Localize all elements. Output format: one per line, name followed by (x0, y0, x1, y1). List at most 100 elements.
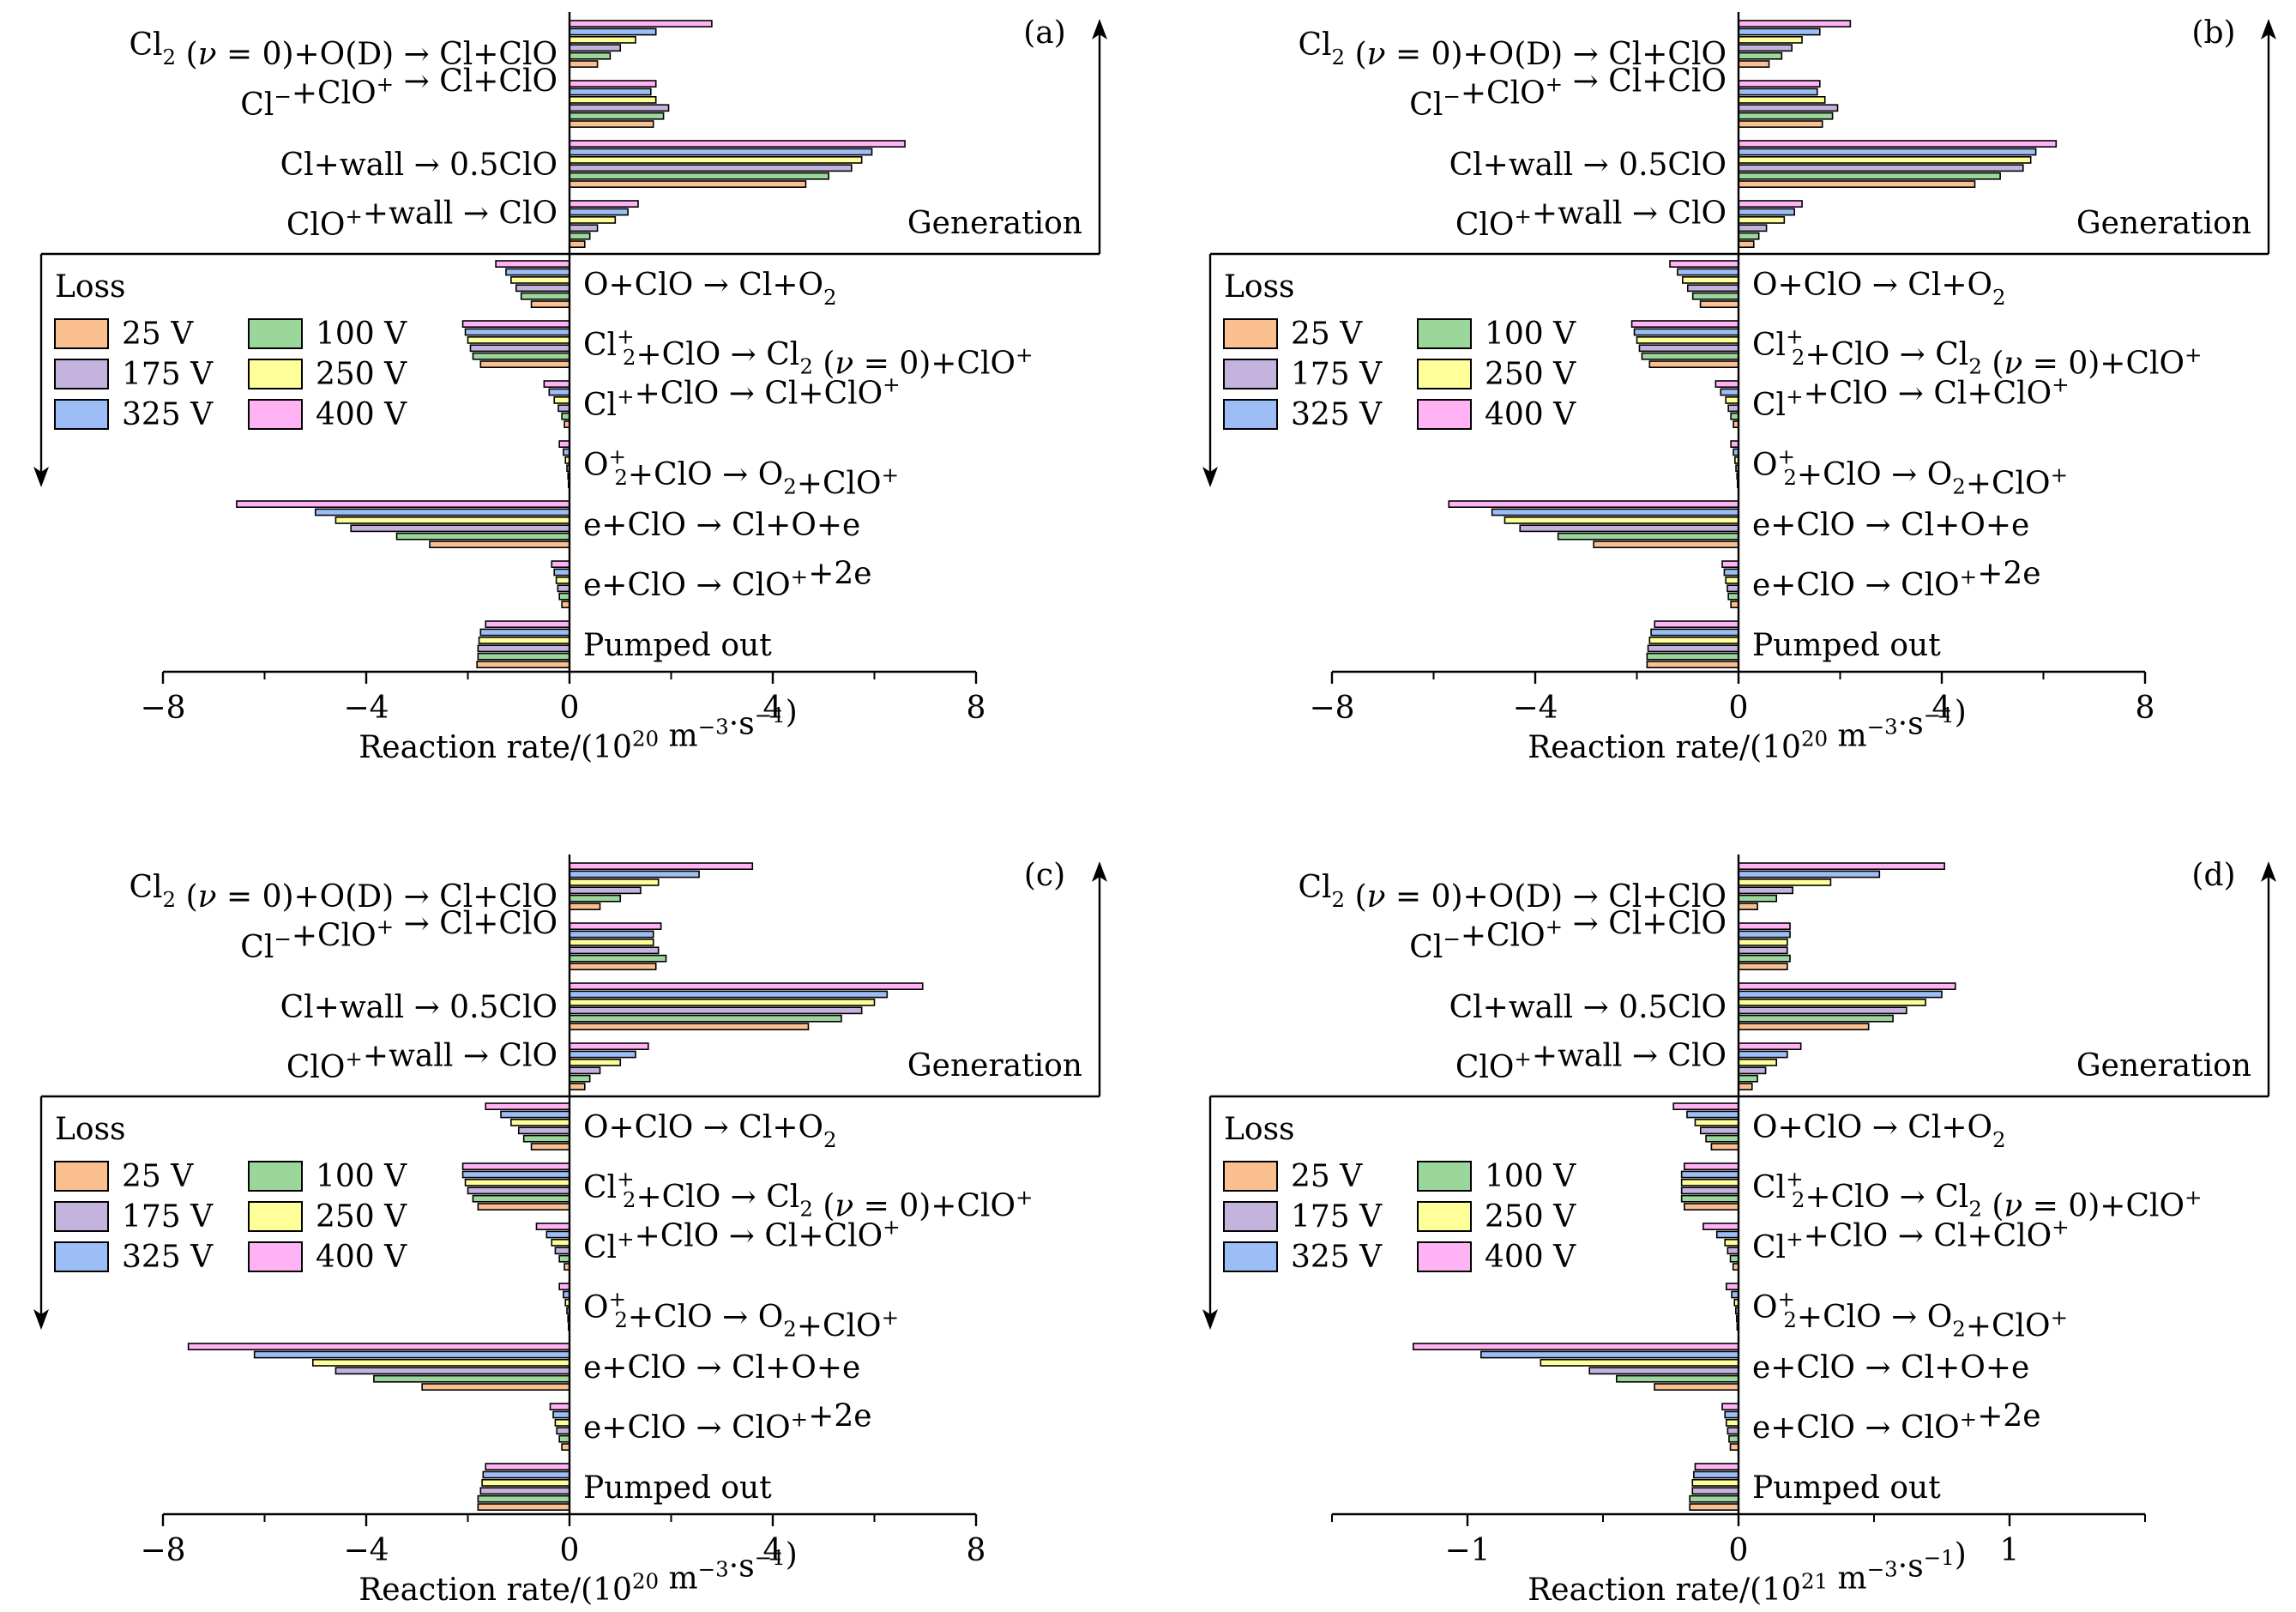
bar-0-1 (1738, 894, 1778, 903)
legend-label: 25 V (1291, 1159, 1363, 1194)
x-tick-label: 4 (763, 691, 783, 726)
bar-7-5 (1730, 440, 1739, 448)
bar-4-5 (1669, 260, 1739, 268)
legend-label: 325 V (122, 397, 214, 432)
bar-4-1 (1705, 1134, 1739, 1143)
bar-5-4 (461, 1170, 570, 1179)
bar-3-2 (1738, 1066, 1767, 1075)
bar-10-1 (477, 652, 570, 661)
category-label: Pumped out (1752, 628, 1941, 663)
bar-6-3 (551, 1238, 570, 1247)
bar-5-3 (464, 1178, 570, 1186)
bar-9-1 (558, 592, 570, 601)
bar-3-2 (1738, 224, 1768, 232)
bar-10-0 (1646, 661, 1739, 668)
bar-5-2 (1680, 1186, 1739, 1195)
bar-0-4 (1738, 27, 1821, 36)
bar-3-1 (569, 1074, 591, 1083)
bar-0-0 (569, 60, 599, 68)
category-label: Cl+ 2+ClO → Cl2 (ν = 0)+ClO+ (583, 323, 1034, 381)
generation-label: Generation (2076, 1048, 2251, 1084)
bar-9-1 (1727, 592, 1739, 601)
bar-10-3 (481, 1478, 570, 1487)
category-label: O+ClO → Cl+O2 (583, 268, 837, 310)
bar-8-5 (236, 500, 570, 508)
bar-10-5 (1654, 620, 1739, 628)
bar-3-1 (1738, 232, 1760, 240)
bar-3-2 (569, 1066, 601, 1075)
category-label: e+ClO → Cl+O+e (1752, 508, 2029, 543)
bar-2-0 (1738, 1023, 1870, 1030)
legend-label: 325 V (1291, 1240, 1383, 1275)
category-label: Pumped out (1752, 1470, 1941, 1506)
bar-2-5 (569, 140, 906, 148)
panel-label: (c) (1024, 858, 1065, 893)
category-label: Cl+ 2+ClO → Cl2 (ν = 0)+ClO+ (1752, 1166, 2203, 1223)
bar-8-4 (1479, 1350, 1739, 1359)
bar-0-5 (569, 20, 713, 27)
legend-swatch (1223, 399, 1278, 430)
bar-10-5 (485, 1463, 570, 1470)
bar-2-0 (569, 180, 807, 188)
bar-5-2 (467, 1186, 570, 1195)
legend-label: 400 V (1485, 1240, 1576, 1275)
bar-5-4 (464, 328, 570, 336)
bar-8-4 (253, 1350, 570, 1359)
legend: 25 V 100 V 175 V 250 V 325 V 400 V (1223, 317, 1576, 432)
x-tick-label: −4 (343, 1533, 389, 1568)
category-label: Cl+wall → 0.5ClO (280, 148, 557, 183)
bar-0-1 (1738, 51, 1783, 60)
category-label: Cl+wall → 0.5ClO (1449, 148, 1727, 183)
legend-label: 100 V (1485, 1159, 1576, 1194)
bar-5-5 (1683, 1162, 1739, 1170)
legend-swatch (54, 318, 109, 349)
bar-6-5 (1702, 1223, 1739, 1230)
legend-swatch (1417, 318, 1472, 349)
bar-8-5 (1448, 500, 1739, 508)
bar-10-0 (1689, 1503, 1739, 1511)
bar-6-4 (1720, 388, 1739, 396)
category-label: Cl++ClO → Cl+ClO+ (1752, 1215, 2070, 1265)
x-tick-label: 0 (1729, 1533, 1749, 1568)
loss-label: Loss (1224, 1112, 1295, 1147)
x-tick-label: 4 (1932, 691, 1952, 726)
bar-1-1 (1738, 954, 1791, 963)
bar-6-5 (1714, 380, 1739, 388)
bar-8-1 (1615, 1374, 1739, 1383)
legend-swatch (1417, 1241, 1472, 1272)
legend-label: 25 V (122, 317, 194, 352)
chart-panel-b: −8 −4 0 4 8 Reaction rate/(1020 m−3·s−1) Cl2 (… (1202, 12, 2276, 765)
bar-9-5 (549, 1403, 570, 1410)
category-label: e+ClO → Cl+O+e (1752, 1350, 2029, 1386)
panel-label: (a) (1023, 15, 1066, 51)
bar-4-3 (510, 275, 570, 284)
bar-5-4 (1680, 1170, 1739, 1179)
generation-arrowhead (2261, 861, 2276, 882)
category-label: ClO++wall → ClO (1455, 196, 1727, 243)
category-label: Pumped out (583, 628, 772, 663)
category-label: O+ 2+ClO → O2+ClO+ (1752, 1286, 2068, 1343)
bar-2-5 (1738, 140, 2058, 148)
bar-2-0 (1738, 180, 1976, 188)
bar-1-3 (1738, 96, 1826, 104)
legend-label: 100 V (316, 317, 407, 352)
bar-0-2 (1738, 44, 1793, 52)
x-tick-label: 0 (560, 691, 580, 726)
bar-9-1 (558, 1434, 570, 1443)
legend-swatch (1417, 1161, 1472, 1192)
category-label: O+ClO → Cl+O2 (1752, 268, 2006, 310)
legend-label: 250 V (316, 357, 407, 392)
bar-4-0 (1710, 1143, 1739, 1150)
bar-0-3 (569, 35, 636, 44)
bar-0-2 (569, 44, 622, 52)
bar-9-3 (1725, 576, 1739, 584)
category-label: Cl++ClO → Cl+ClO+ (583, 372, 901, 423)
legend-swatch (1223, 359, 1278, 389)
bar-9-4 (552, 1410, 570, 1419)
loss-arrowhead (1202, 467, 1218, 487)
bar-10-5 (485, 620, 570, 628)
bar-9-3 (555, 576, 570, 584)
bar-8-2 (350, 524, 570, 533)
bar-2-4 (569, 990, 889, 999)
